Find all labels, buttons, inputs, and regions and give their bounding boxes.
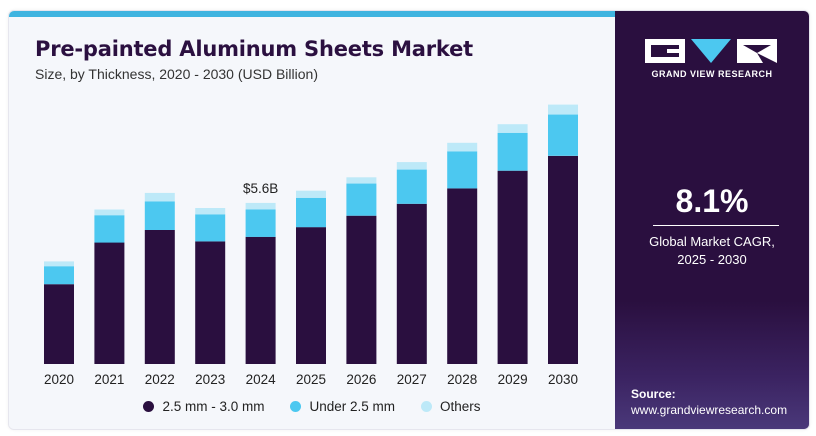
bar-2026-series-2 (346, 177, 377, 184)
bar-2026-series-0 (346, 215, 377, 364)
source-link[interactable]: www.grandviewresearch.com (631, 403, 788, 417)
bar-2023-series-1 (195, 214, 226, 242)
brand-name: GRAND VIEW RESEARCH (651, 69, 773, 79)
x-tick-label-2023: 2023 (195, 372, 225, 387)
bar-2027-series-2 (396, 162, 427, 170)
chart-title: Pre-painted Aluminum Sheets Market (35, 37, 473, 61)
legend-item-1: Under 2.5 mm (290, 399, 395, 414)
annotations: $5.6B (243, 181, 278, 196)
bar-2030-series-1 (548, 114, 578, 156)
bar-2024-series-1 (245, 209, 276, 237)
legend-swatch-1 (290, 401, 302, 412)
bar-2020-series-2 (44, 261, 74, 267)
bar-2023-series-0 (195, 241, 226, 364)
bar-2021-series-2 (94, 209, 125, 216)
bar-2027-series-1 (396, 169, 427, 204)
chart-card: Pre-painted Aluminum Sheets Market Size,… (8, 10, 810, 430)
bar-2025-series-1 (296, 197, 326, 228)
gvr-logo-icon (645, 39, 777, 63)
panel-gradient (615, 301, 809, 429)
legend-item-2: Others (421, 399, 481, 414)
bar-2024-series-2 (245, 202, 276, 210)
bar-2030-series-0 (548, 155, 578, 364)
x-tick-label-2022: 2022 (145, 372, 175, 387)
bar-2028-series-0 (447, 188, 478, 364)
x-tick-label-2021: 2021 (94, 372, 124, 387)
bar-2026-series-1 (346, 183, 377, 216)
bar-2030-series-2 (548, 104, 578, 115)
accent-bar (9, 11, 615, 17)
legend-label-1: Under 2.5 mm (309, 399, 396, 414)
bar-2028-series-1 (447, 151, 478, 189)
bar-2020-series-0 (44, 284, 74, 364)
brand-panel: GRAND VIEW RESEARCH 8.1% Global Market C… (615, 11, 809, 429)
cagr-label-line1: Global Market CAGR, (649, 234, 775, 249)
bar-2022-series-0 (144, 230, 175, 364)
x-tick-label-2020: 2020 (44, 372, 74, 387)
bar-2021-series-1 (94, 215, 125, 243)
x-tick-label-2025: 2025 (296, 372, 326, 387)
cagr-divider (653, 225, 779, 226)
x-tick-label-2024: 2024 (246, 372, 277, 387)
legend-label-2: Others (440, 399, 481, 414)
chart-legend: 2.5 mm - 3.0 mm Under 2.5 mm Others (9, 399, 615, 414)
bar-2025-series-2 (296, 190, 326, 198)
cagr-value: 8.1% (675, 183, 749, 219)
legend-swatch-0 (143, 401, 155, 412)
legend-item-0: 2.5 mm - 3.0 mm (143, 399, 264, 414)
cagr-label: Global Market CAGR, 2025 - 2030 (615, 233, 809, 269)
bar-2029-series-0 (497, 170, 528, 364)
chart-subtitle: Size, by Thickness, 2020 - 2030 (USD Bil… (35, 66, 318, 82)
x-tick-label-2027: 2027 (397, 372, 427, 387)
bars-group (44, 104, 578, 364)
bar-2021-series-0 (94, 242, 125, 364)
x-axis-labels: 2020 2021 2022 2023 2024 2025 2026 2027 2028 2029… (44, 372, 578, 387)
source-label: Source: (631, 387, 676, 401)
cagr-period: 2025 - 2030 (677, 252, 747, 267)
bar-2025-series-0 (296, 227, 326, 364)
bar-2020-series-1 (44, 266, 74, 285)
legend-swatch-2 (421, 401, 433, 412)
bar-2027-series-0 (396, 203, 427, 364)
annotation-2024: $5.6B (243, 181, 278, 196)
bar-2023-series-2 (195, 208, 226, 215)
x-tick-label-2026: 2026 (346, 372, 376, 387)
bar-2029-series-1 (497, 132, 528, 171)
bar-2024-series-0 (245, 236, 276, 364)
legend-label-0: 2.5 mm - 3.0 mm (162, 399, 265, 414)
bar-2028-series-2 (447, 142, 478, 152)
bar-2022-series-2 (144, 192, 175, 202)
x-tick-label-2029: 2029 (498, 372, 528, 387)
x-tick-label-2028: 2028 (447, 372, 477, 387)
bar-chart: 2020 2021 2022 2023 2024 2025 2026 2027 2028 2029… (44, 104, 578, 387)
bar-2029-series-2 (497, 124, 528, 133)
bar-2022-series-1 (144, 201, 175, 230)
x-tick-label-2030: 2030 (548, 372, 578, 387)
